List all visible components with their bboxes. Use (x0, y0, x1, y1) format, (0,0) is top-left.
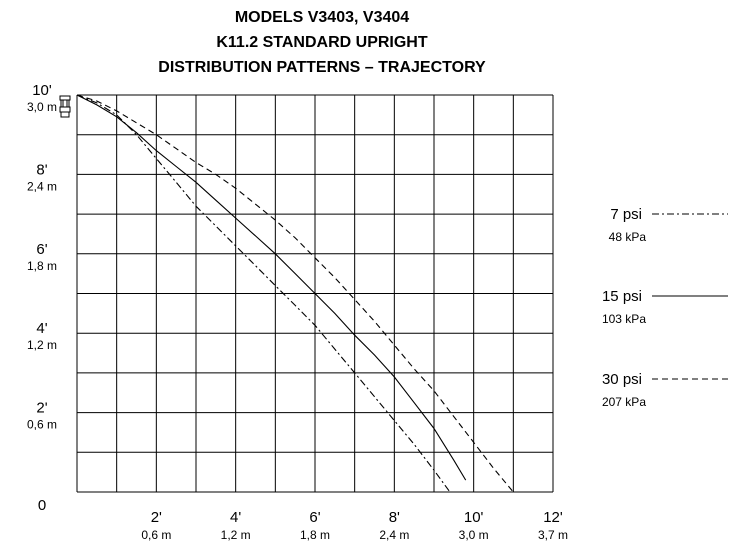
legend-label: 30 psi (602, 371, 642, 388)
x-tick-sublabel: 2,4 m (379, 528, 409, 542)
title-line-2: K11.2 STANDARD UPRIGHT (216, 34, 428, 51)
y-tick-sublabel: 0,6 m (27, 418, 57, 432)
x-tick-label: 6' (309, 509, 320, 526)
title-line-3: DISTRIBUTION PATTERNS – TRAJECTORY (158, 59, 486, 76)
x-tick-label: 8' (389, 509, 400, 526)
legend-label: 7 psi (610, 206, 642, 223)
series-line-15-psi (76, 94, 467, 481)
y-tick-sublabel: 1,2 m (27, 338, 57, 352)
x-tick-label: 2' (151, 509, 162, 526)
y-tick-label: 0 (38, 497, 46, 514)
x-tick-sublabel: 1,2 m (221, 528, 251, 542)
y-tick-sublabel: 2,4 m (27, 179, 57, 193)
y-tick-label: 6' (36, 241, 47, 258)
series-lines (76, 94, 514, 493)
series-line-7-psi (76, 94, 451, 493)
series-line-30-psi (76, 94, 514, 493)
x-axis-ticks: 2' 0,6 m 4' 1,2 m 6' 1,8 m 8' 2,4 m 10' 3,0 m 12' 3… (141, 509, 568, 542)
y-tick-label: 10' (32, 82, 52, 99)
legend-sublabel: 103 kPa (602, 312, 646, 326)
y-tick-sublabel: 1,8 m (27, 259, 57, 273)
x-tick-label: 4' (230, 509, 241, 526)
legend-sublabel: 207 kPa (602, 395, 646, 409)
y-axis-ticks: 10'3,0 m 8'2,4 m 6'1,8 m 4'1,2 m 2'0,6 m 0 (27, 82, 57, 514)
x-tick-sublabel: 1,8 m (300, 528, 330, 542)
x-tick-sublabel: 3,0 m (459, 528, 489, 542)
legend-sublabel: 48 kPa (609, 230, 647, 244)
sprinkler-icon (59, 95, 71, 118)
x-tick-sublabel: 0,6 m (141, 528, 171, 542)
x-tick-sublabel: 3,7 m (538, 528, 568, 542)
y-tick-label: 2' (36, 400, 47, 417)
chart-legend: 7 psi 48 kPa 15 psi 103 kPa 30 psi 207 kPa (602, 206, 728, 409)
y-tick-sublabel: 3,0 m (27, 100, 57, 114)
chart-title: MODELS V3403, V3404 K11.2 STANDARD UPRIG… (158, 9, 486, 76)
y-tick-label: 4' (36, 320, 47, 337)
chart-grid (76, 94, 554, 493)
y-tick-label: 8' (36, 161, 47, 178)
x-tick-label: 12' (543, 509, 563, 526)
title-line-1: MODELS V3403, V3404 (235, 9, 409, 26)
x-tick-label: 10' (464, 509, 484, 526)
legend-label: 15 psi (602, 288, 642, 305)
